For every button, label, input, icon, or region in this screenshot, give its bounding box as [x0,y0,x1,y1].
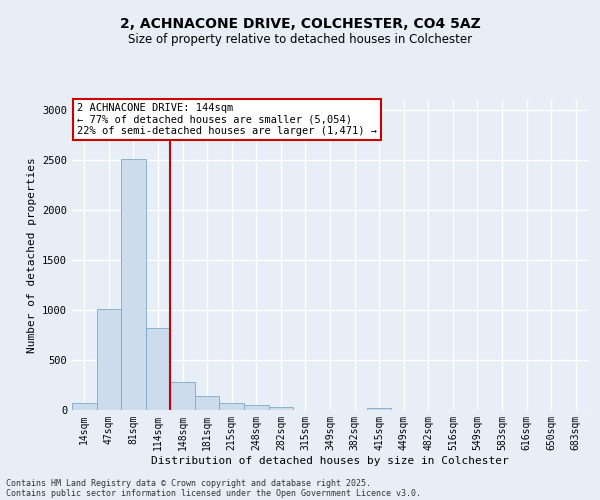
Bar [244,404,269,410]
Bar [367,408,391,410]
Text: 2 ACHNACONE DRIVE: 144sqm
← 77% of detached houses are smaller (5,054)
22% of se: 2 ACHNACONE DRIVE: 144sqm ← 77% of detac… [77,103,377,136]
Bar [220,402,244,410]
Bar [72,403,97,410]
Y-axis label: Number of detached properties: Number of detached properties [26,157,37,353]
Bar [195,396,220,410]
Text: 2, ACHNACONE DRIVE, COLCHESTER, CO4 5AZ: 2, ACHNACONE DRIVE, COLCHESTER, CO4 5AZ [119,18,481,32]
Bar [146,328,170,410]
Bar [269,406,293,410]
Bar [170,382,195,410]
Text: Contains public sector information licensed under the Open Government Licence v3: Contains public sector information licen… [6,488,421,498]
Text: Size of property relative to detached houses in Colchester: Size of property relative to detached ho… [128,32,472,46]
Bar [121,159,146,410]
Text: Contains HM Land Registry data © Crown copyright and database right 2025.: Contains HM Land Registry data © Crown c… [6,478,371,488]
X-axis label: Distribution of detached houses by size in Colchester: Distribution of detached houses by size … [151,456,509,466]
Bar [97,309,121,410]
